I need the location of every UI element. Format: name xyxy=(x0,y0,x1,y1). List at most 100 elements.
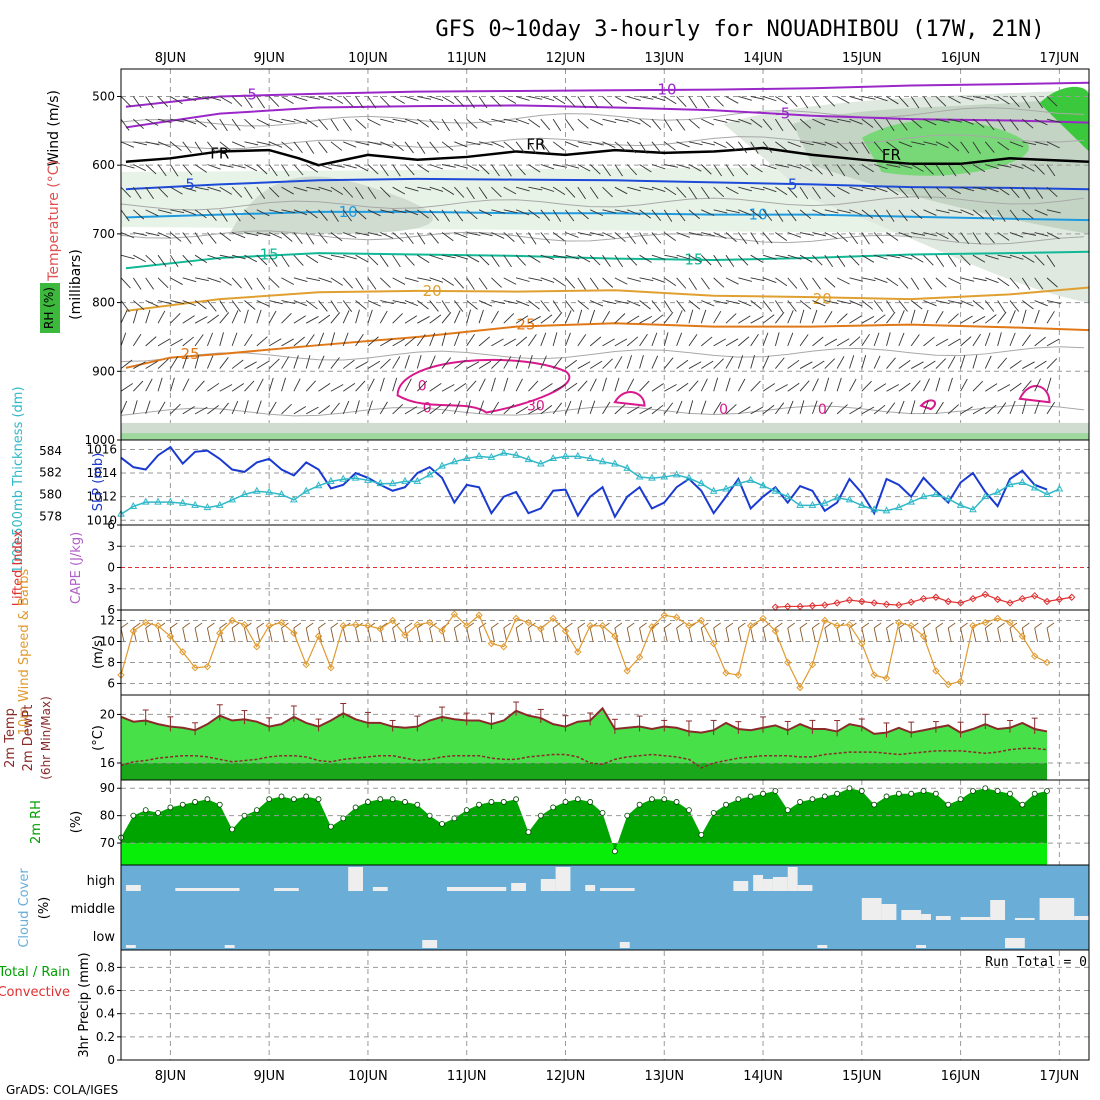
y-tick-label: 0.8 xyxy=(96,960,115,974)
wind-barb xyxy=(145,400,151,415)
wind-barb xyxy=(935,401,944,415)
wind-barb xyxy=(219,300,228,313)
wind-barb xyxy=(305,254,319,264)
wind-barb xyxy=(256,336,268,347)
thickness-point xyxy=(252,486,261,494)
wind-barb xyxy=(429,332,436,347)
wind-barb xyxy=(404,164,415,176)
isotherm-label: 25 xyxy=(516,316,535,334)
wind-unit-label: (m/s) xyxy=(91,635,106,669)
wind-barb-10m-flag xyxy=(985,622,993,629)
run-total-label: Run Total = 0 xyxy=(985,955,1087,970)
wind-barb xyxy=(417,164,430,173)
wind-barb xyxy=(478,186,488,199)
wind-barb xyxy=(207,232,217,244)
wind-barb xyxy=(417,277,432,282)
wind-barb xyxy=(268,96,280,107)
wind-barb xyxy=(441,141,454,151)
wind-barb xyxy=(552,312,563,324)
thickness-point xyxy=(240,489,249,497)
wind-barb xyxy=(960,406,973,415)
wind-barb xyxy=(219,118,228,132)
rh-point xyxy=(229,826,236,833)
wind-barb xyxy=(910,96,920,109)
thickness-point xyxy=(586,453,595,462)
wind-barb xyxy=(1046,164,1056,177)
rh-ylabel: 2m RH xyxy=(29,800,44,844)
rh-point xyxy=(834,790,841,797)
cloud-cover-bar xyxy=(935,916,951,920)
thickness-point xyxy=(462,453,471,462)
rh-point xyxy=(636,801,643,808)
wind-barb xyxy=(1046,377,1052,392)
rh-area xyxy=(121,788,1048,852)
wind-barb xyxy=(639,254,652,263)
wind-barb xyxy=(898,164,913,169)
wind-barb xyxy=(466,232,481,236)
wind-barb-10m xyxy=(392,627,397,643)
thickness-point xyxy=(734,479,743,487)
wind-barb xyxy=(923,378,930,392)
wind-barb-10m xyxy=(688,627,693,643)
wind-barb xyxy=(898,277,909,289)
rh-point xyxy=(414,801,421,808)
wind-barb xyxy=(627,118,641,125)
wind-barb xyxy=(762,96,777,102)
wind-barb xyxy=(750,232,759,245)
wind-barb xyxy=(874,254,888,260)
lifted-index-point xyxy=(919,594,928,603)
wind-barb xyxy=(342,96,354,107)
wind-barb xyxy=(960,315,973,324)
wind-barb-10m-flag xyxy=(515,622,524,629)
thickness-point xyxy=(438,461,446,469)
rh-point xyxy=(1044,788,1050,794)
wind-barb xyxy=(639,300,651,310)
wind-barb xyxy=(269,209,283,214)
thickness-point xyxy=(351,473,360,481)
wind-barb xyxy=(849,232,859,245)
temp-base-band xyxy=(121,763,1048,780)
wind-barb xyxy=(194,334,204,347)
wind-barb xyxy=(342,186,354,198)
rh-point xyxy=(858,788,865,794)
wind-barb xyxy=(713,96,724,107)
wind-barb xyxy=(207,186,221,192)
wind-barb xyxy=(799,164,813,172)
wind-barb xyxy=(700,277,710,290)
wind-barb xyxy=(589,277,599,290)
wind-barb xyxy=(577,300,590,310)
thickness-point xyxy=(141,497,150,505)
surface-contour xyxy=(1018,385,1051,404)
wind-barb xyxy=(651,332,658,347)
lifted-index-point xyxy=(932,593,940,601)
wind-barb xyxy=(194,186,209,191)
wind-barb xyxy=(725,277,739,285)
wind-barb xyxy=(268,186,280,198)
cloud-level-low: low xyxy=(93,930,116,945)
wind-barb xyxy=(910,277,920,290)
rh-point xyxy=(945,801,952,808)
wind-barb xyxy=(849,186,864,192)
wind-barb xyxy=(948,300,962,305)
rh-point xyxy=(661,796,668,803)
thickness-point xyxy=(314,481,323,489)
wind-barb-10m xyxy=(960,627,965,643)
wind-barb xyxy=(503,254,512,268)
wind-barb xyxy=(256,300,270,307)
wind-speed-point xyxy=(697,616,706,625)
wind-barb-10m-flag xyxy=(1009,622,1018,629)
wind-barb xyxy=(342,359,355,369)
wind-barb xyxy=(639,277,654,282)
rh-contour xyxy=(120,196,1085,211)
wind-barb xyxy=(837,300,851,305)
wind-barb xyxy=(886,402,896,415)
wind-barb xyxy=(1046,300,1061,304)
thickness-point xyxy=(1043,489,1051,497)
rh-contour xyxy=(120,134,1085,150)
wind-barb xyxy=(194,354,200,369)
wind-barb xyxy=(1009,254,1024,260)
wind-barb-10m xyxy=(737,627,742,643)
wind-barb xyxy=(627,209,641,216)
wind-barb xyxy=(120,96,132,107)
isotherm-FR xyxy=(125,146,1090,167)
